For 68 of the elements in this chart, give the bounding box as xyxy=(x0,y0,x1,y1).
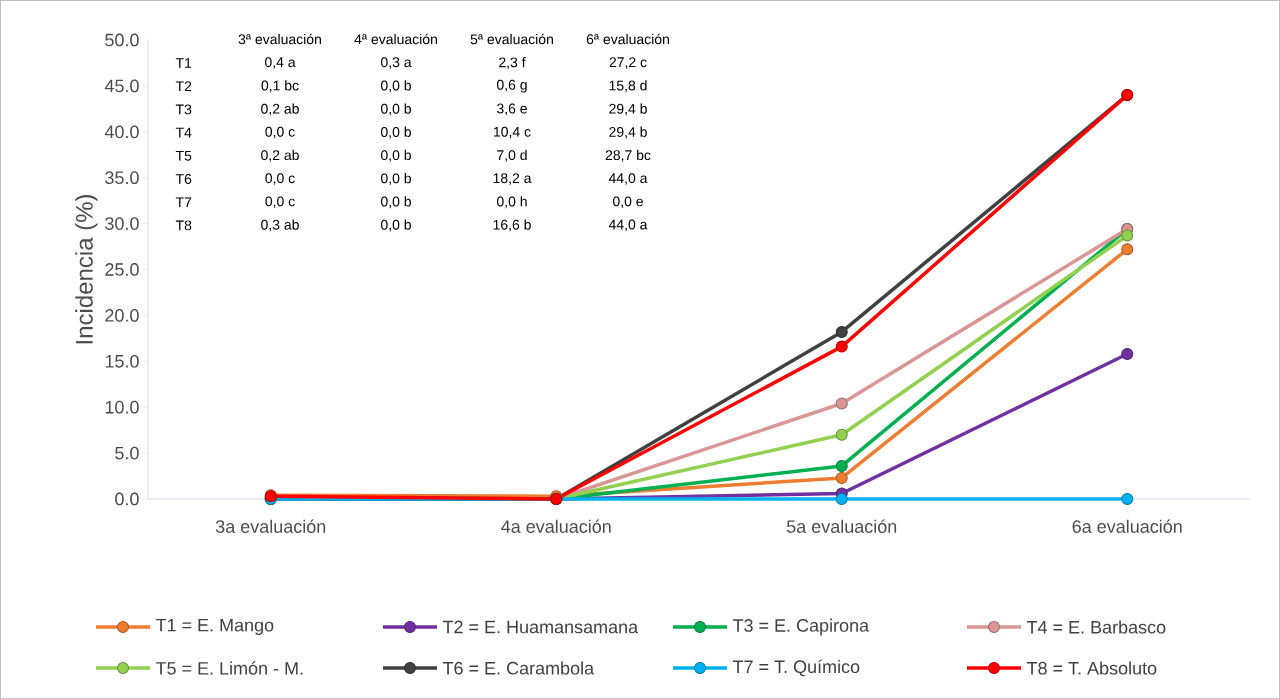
y-tick-label: 45.0 xyxy=(104,79,139,93)
annotation: 0,0 c xyxy=(265,196,295,208)
annotation: 4ª evaluación xyxy=(354,33,437,45)
annotation: 0,0 c xyxy=(265,173,295,185)
y-tick-label: 35.0 xyxy=(105,171,139,185)
annotation: 0,0 b xyxy=(380,173,411,185)
y-tick-label: 40.0 xyxy=(104,125,139,139)
annotation: 0,0 h xyxy=(496,196,527,209)
annotation: 0,3 a xyxy=(380,57,412,69)
annotation: 3,6 e xyxy=(496,103,527,116)
annotation: 0,0 b xyxy=(380,149,411,162)
annotation: 0,0 b xyxy=(380,196,411,209)
y-tick-label: 25.0 xyxy=(105,263,139,276)
y-tick-label: 10.0 xyxy=(105,400,139,414)
legend-label: T2 = E. Huamansamana xyxy=(442,620,639,634)
x-tick-label: 3a evaluación xyxy=(215,519,326,533)
annotation: 0,2 ab xyxy=(261,149,299,162)
annotation: 7,0 d xyxy=(497,149,527,162)
text: T4 xyxy=(175,127,192,138)
legend-label: T5 = E. Limón - M. xyxy=(155,661,303,675)
y-tick-label: 15.0 xyxy=(105,354,139,368)
y-tick-label: 50.0 xyxy=(105,33,139,47)
annotation: 5ª evaluación xyxy=(470,33,553,45)
annotation: 2,3 f xyxy=(499,57,526,69)
text: T6 xyxy=(175,174,192,184)
annotation: 6ª evaluación xyxy=(586,33,669,45)
x-tick-label: 5a evaluación xyxy=(786,519,897,533)
y-tick-label: 5.0 xyxy=(115,446,139,460)
annotation: 29,4 b xyxy=(609,103,647,116)
x-tick-label: 6a evaluación xyxy=(1072,519,1182,533)
annotation: 16,6 b xyxy=(493,219,531,232)
y-tick-label: 20.0 xyxy=(105,309,139,322)
annotation: 28,7 bc xyxy=(605,149,651,162)
annotation: 0,0 c xyxy=(265,126,295,139)
annotation: 0,0 b xyxy=(380,219,411,232)
annotation: 27,2 c xyxy=(609,57,647,69)
annotation: 0,2 ab xyxy=(261,103,299,116)
legend-label: T3 = E. Capirona xyxy=(732,618,870,636)
legend-label: T8 = T. Absoluto xyxy=(1026,661,1157,675)
annotation: 0,0 b xyxy=(380,103,411,116)
annotation: 0,0 b xyxy=(380,126,411,139)
annotation: 0,1 bc xyxy=(261,80,299,93)
annotation: 18,2 a xyxy=(493,173,532,185)
annotation: 0,3 ab xyxy=(261,219,299,232)
annotation: 0,6 g xyxy=(496,79,527,93)
annotation: 0,4 a xyxy=(264,57,296,69)
x-tick-label: 4a evaluación xyxy=(501,519,611,533)
annotation: 10,4 c xyxy=(494,126,531,139)
annotation: 15,8 d xyxy=(609,80,647,93)
legend-label: T1 = E. Mango xyxy=(155,618,274,636)
annotation: 44,0 a xyxy=(608,173,648,185)
annotation: 0,0 b xyxy=(380,80,411,93)
y-tick-label: 30.0 xyxy=(105,217,139,230)
text: T3 xyxy=(175,104,192,115)
annotation: 3ª evaluación xyxy=(238,33,321,45)
y-axis-title: Incidencia (%) xyxy=(75,195,98,344)
annotation: 0,0 e xyxy=(612,196,643,208)
text: T1 xyxy=(175,58,192,68)
annotation: 29,4 b xyxy=(609,126,647,139)
legend-label: T7 = T. Químico xyxy=(732,659,860,677)
text: T2 xyxy=(175,81,192,92)
legend-label: T6 = E. Carambola xyxy=(442,661,595,675)
text: T7 xyxy=(175,197,192,208)
y-tick-label: 0.0 xyxy=(115,492,139,506)
text: T5 xyxy=(175,150,192,161)
annotation: 44,0 a xyxy=(608,219,648,232)
legend-label: T4 = E. Barbasco xyxy=(1026,620,1166,634)
text: T8 xyxy=(175,220,192,231)
